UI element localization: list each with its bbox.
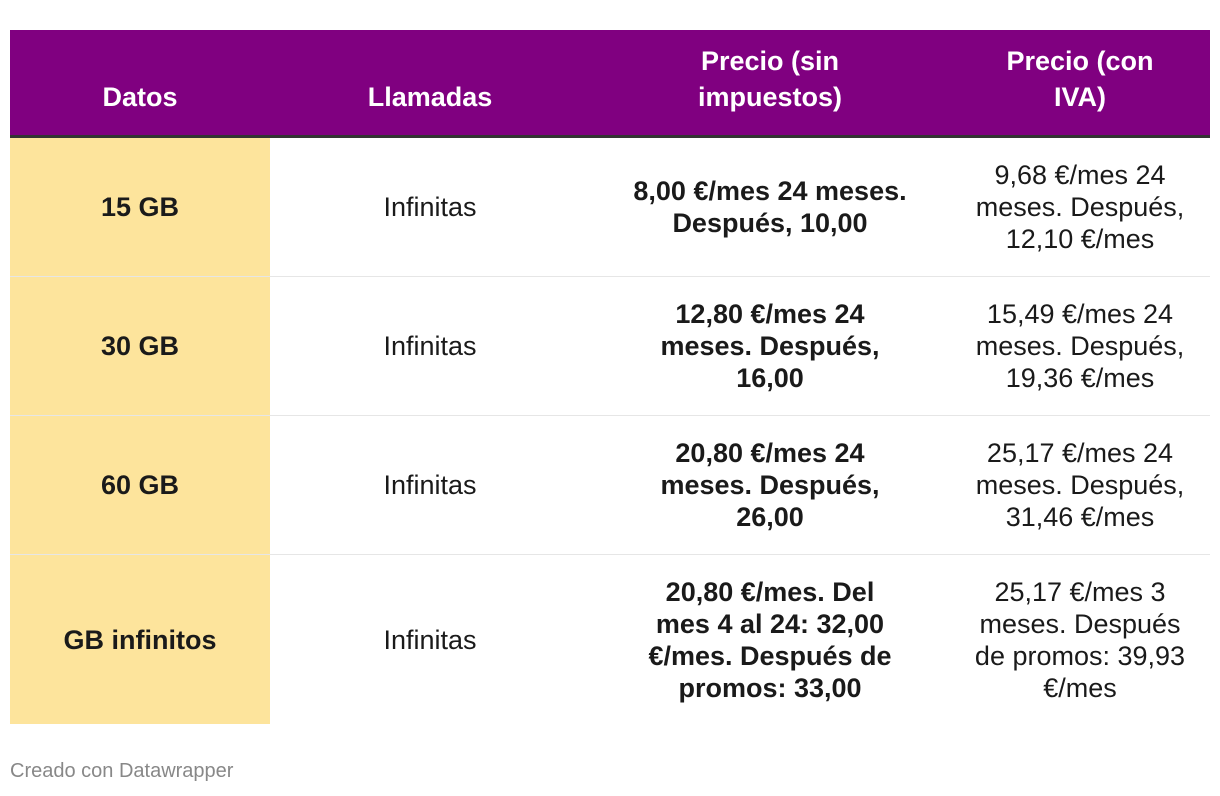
cell-llamadas: Infinitas [383, 470, 477, 500]
cell-datos: 30 GB [10, 277, 270, 415]
cell-precio-con-iva: 15,49 €/mes 24 meses. Después, 19,36 €/m… [975, 299, 1185, 393]
header-datos: Datos [102, 82, 178, 112]
cell-precio-sin-impuestos: 8,00 €/mes 24 meses. Después, 10,00 [633, 176, 907, 238]
cell-precio-sin-impuestos: 12,80 €/mes 24 meses. Después, 16,00 [660, 299, 880, 393]
header-precio-con-iva: Precio (con IVA) [1006, 46, 1154, 112]
cell-precio-con-iva: 25,17 €/mes 24 meses. Después, 31,46 €/m… [975, 438, 1185, 532]
cell-precio-sin-impuestos: 20,80 €/mes. Del mes 4 al 24: 32,00 €/me… [648, 576, 892, 703]
header-precio-sin-impuestos: Precio (sin impuestos) [697, 46, 843, 112]
cell-llamadas: Infinitas [383, 192, 477, 222]
cell-precio-con-iva: 9,68 €/mes 24 meses. Después, 12,10 €/me… [975, 160, 1185, 254]
cell-datos: 60 GB [10, 416, 270, 554]
table-row: GB infinitos Infinitas 20,80 €/mes. Del … [10, 555, 1210, 724]
datawrapper-credit: Creado con Datawrapper [10, 760, 234, 782]
table-header: Datos Llamadas Precio (sin impuestos) Pr… [10, 30, 1210, 138]
cell-llamadas: Infinitas [383, 331, 477, 361]
header-llamadas: Llamadas [367, 82, 493, 112]
pricing-table: Datos Llamadas Precio (sin impuestos) Pr… [10, 30, 1210, 724]
table-row: 60 GB Infinitas 20,80 €/mes 24 meses. De… [10, 416, 1210, 555]
table-row: 15 GB Infinitas 8,00 €/mes 24 meses. Des… [10, 138, 1210, 277]
table-row: 30 GB Infinitas 12,80 €/mes 24 meses. De… [10, 277, 1210, 416]
cell-precio-con-iva: 25,17 €/mes 3 meses. Después de promos: … [974, 576, 1186, 703]
cell-datos: 15 GB [10, 138, 270, 276]
cell-precio-sin-impuestos: 20,80 €/mes 24 meses. Después, 26,00 [660, 438, 880, 532]
cell-datos: GB infinitos [10, 555, 270, 724]
cell-llamadas: Infinitas [383, 624, 477, 655]
